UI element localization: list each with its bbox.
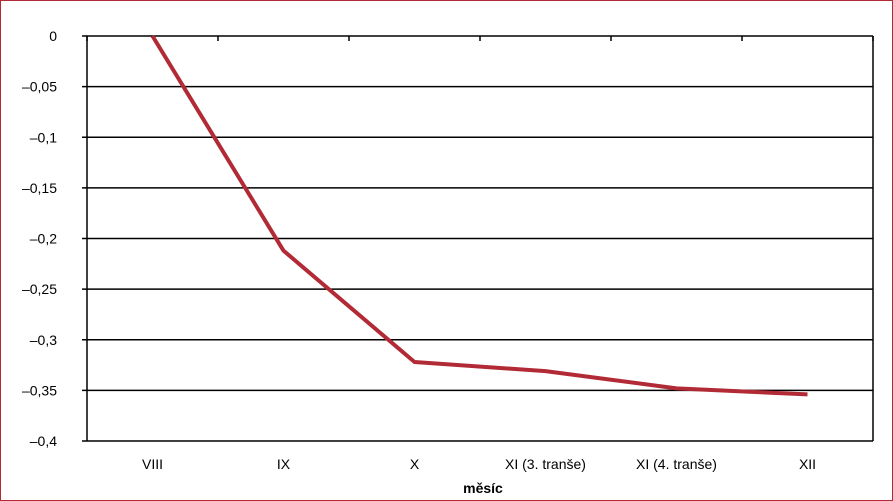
y-tick-label: –0,1 [30, 129, 57, 145]
y-tick-label: –0,25 [22, 281, 57, 297]
y-tick-label: –0,15 [22, 180, 57, 196]
y-tick-label: –0,35 [22, 382, 57, 398]
gridlines [87, 35, 873, 442]
x-axis-title: měsíc [463, 480, 503, 496]
x-tick-label: XI (3. tranše) [505, 456, 586, 472]
y-tick-labels: 0 –0,05 –0,1 –0,15 –0,2 –0,25 –0,3 –0,35 –0,4 [22, 28, 57, 449]
x-tick-label: X [410, 456, 420, 472]
x-tick-label: VIII [142, 456, 163, 472]
x-tick-label: IX [277, 456, 291, 472]
axes [82, 35, 874, 442]
y-tick-label: –0,2 [30, 231, 57, 247]
y-tick-label: –0,3 [30, 332, 57, 348]
y-tick-label: 0 [49, 28, 57, 44]
y-tick-label: –0,05 [22, 79, 57, 95]
series-line [150, 34, 808, 397]
series-layer [150, 34, 808, 397]
x-tick-label: XII [799, 456, 816, 472]
x-tick-label: XI (4. tranše) [636, 456, 717, 472]
x-tick-labels: VIII IX X XI (3. tranše) XI (4. tranše) XII [142, 456, 816, 472]
y-tick-label: –0,4 [30, 433, 57, 449]
